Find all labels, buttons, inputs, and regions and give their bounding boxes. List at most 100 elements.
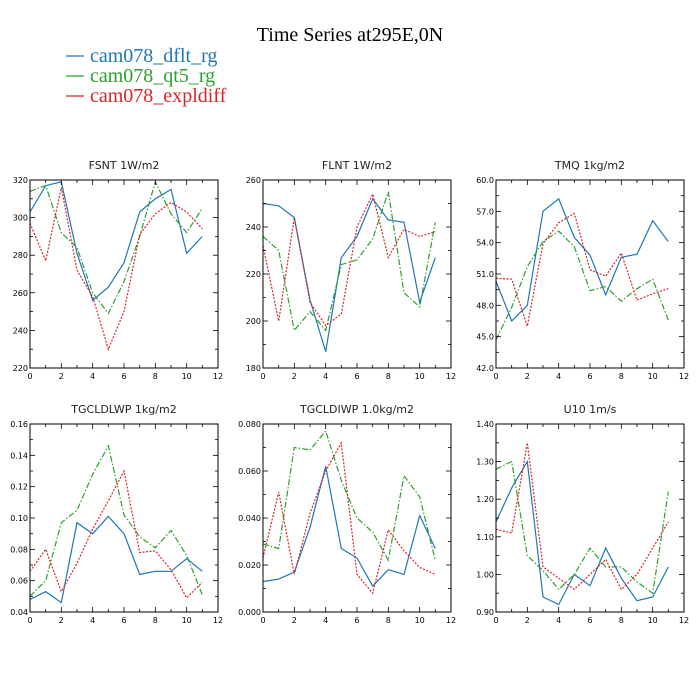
y-tick-label: 0.06 [10, 577, 28, 586]
x-tick-label: 12 [679, 372, 689, 381]
x-tick-label: 8 [619, 372, 624, 381]
y-tick-label: 0.16 [10, 420, 28, 429]
panel-title: TGCLDLWP 1kg/m2 [70, 403, 176, 416]
x-tick-label: 10 [415, 372, 425, 381]
x-tick-label: 12 [679, 616, 689, 625]
x-tick-label: 12 [213, 616, 223, 625]
y-tick-label: 1.40 [476, 420, 494, 429]
y-tick-label: 1.10 [476, 533, 494, 542]
x-tick-label: 2 [292, 616, 297, 625]
y-tick-label: 60.0 [476, 176, 494, 185]
x-tick-label: 12 [446, 616, 456, 625]
y-tick-label: 320 [13, 176, 28, 185]
x-tick-label: 2 [59, 616, 64, 625]
x-tick-label: 10 [182, 616, 192, 625]
y-tick-label: 220 [246, 270, 261, 279]
figure-title: Time Series at295E,0N [257, 24, 443, 46]
x-tick-label: 2 [525, 616, 530, 625]
x-tick-label: 8 [153, 616, 158, 625]
y-tick-label: 0.060 [238, 467, 261, 476]
plot-frame [29, 179, 219, 369]
y-tick-label: 1.30 [476, 458, 494, 467]
x-tick-label: 10 [648, 616, 658, 625]
series-line-2 [495, 460, 669, 595]
panel-3: TGCLDLWP 1kg/m2 0 2 4 6 8 10 12 0.04 0.06 0.08 0.10… [10, 403, 223, 625]
x-tick-label: 4 [556, 372, 561, 381]
y-tick-label: 260 [246, 176, 261, 185]
y-tick-label: 48.0 [476, 301, 494, 310]
y-tick-label: 220 [13, 364, 28, 373]
series-line-3 [262, 192, 436, 327]
panel-0: FSNT 1W/m2 0 2 4 6 8 10 12 220 240 260 280 300 320 [13, 159, 223, 381]
series-line-3 [29, 187, 203, 351]
x-tick-label: 4 [556, 616, 561, 625]
x-tick-label: 10 [648, 372, 658, 381]
y-tick-label: 0.020 [238, 561, 261, 570]
x-tick-label: 6 [354, 616, 359, 625]
x-tick-label: 2 [59, 372, 64, 381]
y-tick-label: 280 [13, 251, 28, 260]
panel-title: TMQ 1kg/m2 [554, 159, 625, 172]
x-tick-label: 10 [415, 616, 425, 625]
x-tick-label: 2 [525, 372, 530, 381]
series-line-1 [262, 466, 436, 588]
legend-item-expldiff: cam078_expldiff [66, 85, 227, 107]
legend-label-expldiff: cam078_expldiff [90, 85, 227, 107]
plot-frame [495, 423, 685, 613]
y-tick-label: 240 [13, 326, 28, 335]
x-tick-label: 8 [153, 372, 158, 381]
panels: FSNT 1W/m20 2 4 6 8 10 12220240260280300320FLN… [10, 159, 689, 625]
x-tick-label: 4 [323, 616, 328, 625]
x-tick-label: 12 [213, 372, 223, 381]
x-tick-label: 10 [182, 372, 192, 381]
legend-item-dflt: cam078_dflt_rg [66, 45, 217, 67]
series-line-2 [495, 230, 669, 341]
series-line-1 [262, 197, 436, 352]
x-tick-label: 4 [90, 616, 95, 625]
series-line-2 [29, 180, 203, 315]
x-tick-label: 8 [386, 616, 391, 625]
y-tick-label: 1.20 [476, 495, 494, 504]
x-tick-label: 8 [386, 372, 391, 381]
series-line-2 [29, 444, 203, 597]
y-tick-label: 0.14 [10, 451, 28, 460]
y-tick-label: 51.0 [476, 270, 494, 279]
y-tick-label: 0.000 [238, 608, 261, 617]
x-tick-label: 2 [292, 372, 297, 381]
y-tick-label: 54.0 [476, 239, 494, 248]
y-tick-label: 260 [13, 289, 28, 298]
y-tick-label: 1.00 [476, 570, 494, 579]
x-tick-label: 6 [354, 372, 359, 381]
legend: cam078_dflt_rg cam078_qt5_rg cam078_expl… [66, 45, 227, 107]
x-tick-label: 0 [27, 372, 32, 381]
y-tick-label: 45.0 [476, 333, 494, 342]
y-tick-label: 0.08 [10, 545, 28, 554]
x-tick-label: 0 [27, 616, 32, 625]
series-line-1 [29, 515, 203, 604]
y-tick-label: 240 [246, 223, 261, 232]
x-tick-label: 0 [493, 372, 498, 381]
panel-5: U10 1m/s 0 2 4 6 8 10 12 0.90 1.00 1.10 1.20 1.30 1.4… [476, 403, 689, 625]
y-tick-label: 0.04 [10, 608, 28, 617]
series-line-1 [495, 197, 669, 323]
y-tick-label: 42.0 [476, 364, 494, 373]
legend-label-qt5: cam078_qt5_rg [90, 65, 215, 87]
x-tick-label: 6 [587, 372, 592, 381]
y-tick-label: 200 [246, 317, 261, 326]
panel-title: FSNT 1W/m2 [89, 159, 160, 172]
x-tick-label: 6 [121, 372, 126, 381]
y-tick-label: 0.10 [10, 514, 28, 523]
y-tick-label: 57.0 [476, 207, 494, 216]
y-tick-label: 0.080 [238, 420, 261, 429]
legend-label-dflt: cam078_dflt_rg [90, 45, 217, 67]
y-tick-label: 300 [13, 214, 28, 223]
panel-title: TGCLDIWP 1.0kg/m2 [299, 403, 414, 416]
x-tick-label: 4 [323, 372, 328, 381]
x-tick-label: 0 [260, 616, 265, 625]
series-line-3 [262, 440, 436, 595]
series-line-3 [29, 469, 203, 599]
x-tick-label: 4 [90, 372, 95, 381]
legend-item-qt5: cam078_qt5_rg [66, 65, 215, 87]
panel-1: FLNT 1W/m2 0 2 4 6 8 10 12 180 200 220 240 260 [246, 159, 456, 381]
